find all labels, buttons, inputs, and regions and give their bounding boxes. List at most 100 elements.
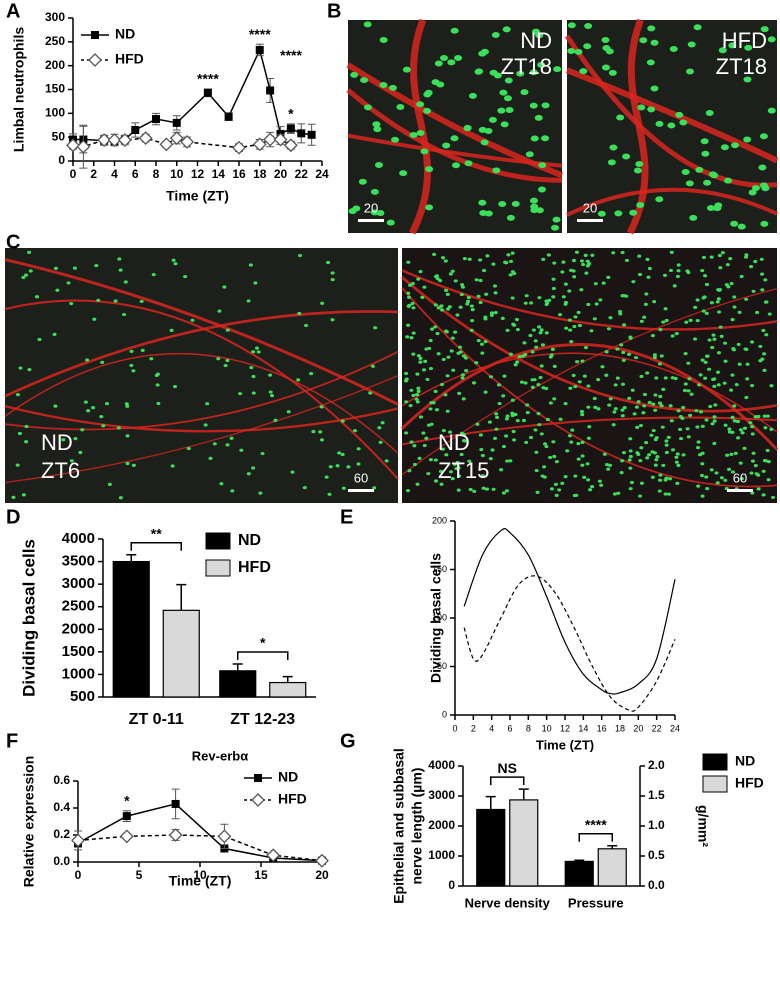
cell xyxy=(426,472,431,476)
cell xyxy=(763,426,768,430)
cell xyxy=(750,425,755,429)
cell xyxy=(573,474,578,478)
cell xyxy=(723,423,728,427)
cell xyxy=(450,477,455,481)
cell xyxy=(688,413,693,417)
cell xyxy=(34,295,39,299)
cell xyxy=(416,354,421,358)
cell xyxy=(695,298,700,302)
y-tick-label: 200 xyxy=(432,515,447,525)
cell xyxy=(663,478,668,482)
cell xyxy=(428,338,433,343)
cell xyxy=(599,483,604,487)
legend-label: ND xyxy=(735,753,755,769)
cell xyxy=(514,317,519,322)
cell xyxy=(731,348,736,352)
y-tick-label: 2000 xyxy=(62,620,95,637)
cell xyxy=(644,440,649,445)
vessel xyxy=(4,375,399,484)
cell xyxy=(737,310,742,314)
cell xyxy=(709,255,714,259)
cell xyxy=(519,380,524,384)
cell xyxy=(585,264,590,268)
cell xyxy=(645,456,650,460)
panel-letter: C xyxy=(6,231,20,253)
point xyxy=(273,132,288,147)
cell xyxy=(737,223,746,230)
cell xyxy=(424,436,429,440)
cell xyxy=(539,328,544,332)
cell xyxy=(646,59,655,66)
annotation: * xyxy=(288,106,294,122)
x-tick-label: 0 xyxy=(70,167,77,181)
cell xyxy=(550,347,555,351)
cell xyxy=(297,253,302,258)
cell xyxy=(738,428,743,432)
cell xyxy=(541,257,546,261)
cell xyxy=(674,460,679,464)
cell xyxy=(576,310,581,315)
cell xyxy=(767,107,776,114)
cell xyxy=(501,394,506,398)
y-axis-label: Dividing basal cells xyxy=(19,539,38,697)
cell xyxy=(170,464,175,468)
cell xyxy=(534,114,543,121)
cell xyxy=(561,260,566,264)
cell xyxy=(129,349,134,353)
point xyxy=(297,129,306,138)
cell xyxy=(638,272,643,277)
cell xyxy=(700,424,705,429)
cell xyxy=(571,258,576,263)
cell xyxy=(551,440,556,444)
cell xyxy=(695,166,704,173)
cell xyxy=(415,400,420,404)
cell xyxy=(55,288,60,292)
cell xyxy=(524,294,529,298)
cell xyxy=(326,260,331,265)
cell xyxy=(761,493,766,497)
cell xyxy=(541,102,550,109)
cell xyxy=(590,485,595,489)
cell xyxy=(675,111,684,118)
cell xyxy=(537,423,542,427)
cell xyxy=(448,430,453,434)
cell xyxy=(544,331,549,335)
cell xyxy=(372,121,381,128)
cell xyxy=(607,159,616,166)
point xyxy=(252,137,267,152)
cell xyxy=(131,369,136,373)
cell xyxy=(28,269,33,273)
cell xyxy=(593,405,598,409)
cell xyxy=(743,76,752,83)
y-tick-label: 0.4 xyxy=(53,800,70,814)
cell xyxy=(418,360,423,364)
cell xyxy=(727,467,732,471)
cell xyxy=(558,313,563,317)
panel-letter: A xyxy=(6,0,20,22)
cell xyxy=(460,376,465,380)
cell xyxy=(553,66,562,73)
cell xyxy=(724,177,733,184)
cell xyxy=(658,473,663,477)
cell xyxy=(766,460,771,464)
cell xyxy=(587,425,592,429)
image-label: ZT18 xyxy=(501,54,552,79)
cell xyxy=(675,452,680,456)
cell xyxy=(418,356,423,360)
x-tick-label: Pressure xyxy=(568,895,624,910)
vessel xyxy=(401,276,778,413)
cell xyxy=(320,438,325,442)
cell xyxy=(505,459,510,463)
cell xyxy=(614,210,623,217)
cell xyxy=(463,124,472,131)
point xyxy=(138,131,153,146)
cell xyxy=(85,358,90,362)
cell xyxy=(584,22,593,29)
cell xyxy=(464,160,473,167)
y2-axis-label: g/mm² xyxy=(695,805,711,847)
cell xyxy=(444,288,449,292)
cell xyxy=(688,318,693,322)
cell xyxy=(676,269,681,273)
cell xyxy=(256,350,261,354)
y-tick-label: 100 xyxy=(432,612,447,622)
